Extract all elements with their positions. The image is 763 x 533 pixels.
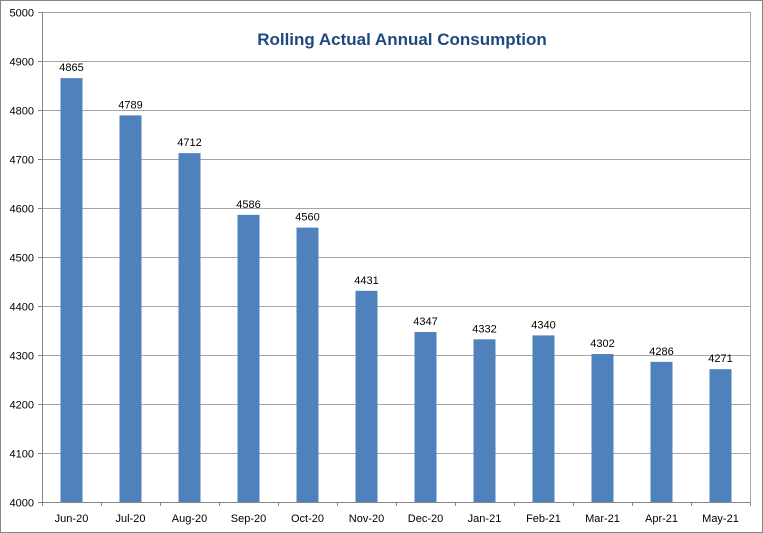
bar-feb-21 (532, 335, 555, 502)
bar-apr-21 (650, 361, 673, 502)
bar-jun-20 (60, 78, 83, 503)
bar-nov-20 (355, 290, 378, 502)
x-tick-label: Dec-20 (408, 513, 443, 525)
bars (60, 78, 732, 503)
data-label: 4332 (472, 323, 496, 335)
y-tick-label: 4200 (10, 400, 34, 412)
y-tick-label: 4700 (10, 155, 34, 167)
x-tick-label: Oct-20 (291, 513, 324, 525)
data-label: 4340 (531, 319, 555, 331)
x-tick-label: Aug-20 (172, 513, 207, 525)
y-tick-label: 5000 (10, 8, 34, 20)
y-tick-label: 4800 (10, 106, 34, 118)
x-tick-label: Jul-20 (116, 513, 146, 525)
data-label: 4560 (295, 212, 319, 224)
bar-oct-20 (296, 227, 319, 502)
x-tick-label: Nov-20 (349, 513, 384, 525)
data-label: 4302 (590, 338, 614, 350)
labels: 4000 4100 4200 4300 4400 4500 4600 4700 4800 4900… (10, 8, 739, 526)
data-label: 4271 (708, 353, 732, 365)
y-tick-label: 4400 (10, 302, 34, 314)
y-tick-label: 4100 (10, 449, 34, 461)
data-label: 4286 (649, 346, 673, 358)
bar-may-21 (709, 369, 732, 502)
y-tick-label: 4500 (10, 253, 34, 265)
data-label: 4431 (354, 275, 378, 287)
x-tick-label: May-21 (702, 513, 739, 525)
bar-jan-21 (473, 339, 496, 502)
bar-aug-20 (178, 153, 201, 502)
data-label: 4347 (413, 316, 437, 328)
y-tick-label: 4300 (10, 351, 34, 363)
y-tick-label: 4900 (10, 57, 34, 69)
data-label: 4586 (236, 199, 260, 211)
x-tick-label: Mar-21 (585, 513, 620, 525)
y-tick-label: 4000 (10, 498, 34, 510)
bar-dec-20 (414, 331, 437, 502)
bar-jul-20 (119, 115, 142, 502)
gridlines (42, 12, 751, 502)
x-tick-label: Jun-20 (55, 513, 89, 525)
x-tick-label: Feb-21 (526, 513, 561, 525)
chart-title: Rolling Actual Annual Consumption (257, 30, 547, 49)
y-tick-label: 4600 (10, 204, 34, 216)
x-tick-label: Sep-20 (231, 513, 266, 525)
x-tick-label: Apr-21 (645, 513, 678, 525)
bar-mar-21 (591, 354, 614, 502)
x-tick-label: Jan-21 (468, 513, 502, 525)
data-label: 4865 (59, 62, 83, 74)
data-label: 4712 (177, 137, 201, 149)
bar-sep-20 (237, 214, 260, 503)
data-label: 4789 (118, 99, 142, 111)
axes (38, 12, 751, 506)
